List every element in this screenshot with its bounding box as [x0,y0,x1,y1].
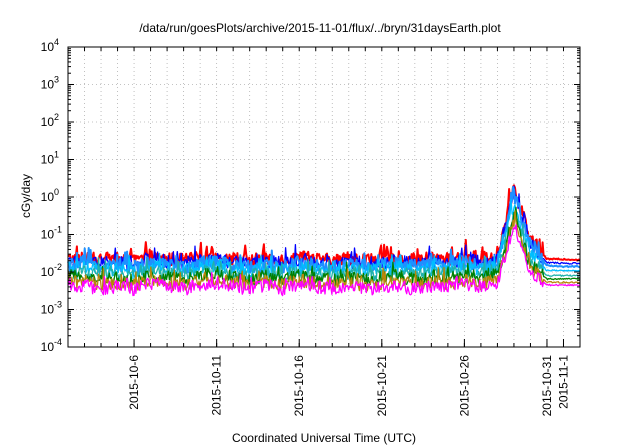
y-tick-exponent: 3 [54,75,59,85]
x-tick-label: 2015-10-21 [375,355,389,417]
y-tick-exponent: 1 [54,150,59,160]
x-axis-label: Coordinated Universal Time (UTC) [231,431,417,445]
x-tick-label: 2015-10-31 [540,355,554,417]
y-tick-exponent: -4 [54,337,62,347]
y-tick-exponent: -2 [54,262,62,272]
x-axis: 2015-10-6 2015-10-11 2015-10-16 2015-10-21 2… [84,47,570,417]
y-tick-label: 10 [41,265,55,279]
x-tick-label: 2015-10-16 [292,355,306,417]
y-tick-label: 10 [41,228,55,242]
y-tick-exponent: 4 [54,37,59,47]
chart-title: /data/run/goesPlots/archive/2015-11-01/f… [139,21,501,35]
y-tick-exponent: -1 [54,225,62,235]
x-tick-label: 2015-10-26 [457,355,471,417]
y-tick-label: 10 [41,40,55,54]
y-tick-label: 10 [41,115,55,129]
series-line [67,224,581,297]
y-tick-label: 10 [41,303,55,317]
y-tick-label: 10 [41,78,55,92]
y-tick-label: 10 [41,190,55,204]
y-tick-exponent: -3 [54,300,62,310]
y-tick-label: 10 [41,153,55,167]
x-tick-label: 2015-10-11 [210,355,224,416]
y-tick-label: 10 [41,340,55,354]
series-line [67,210,581,292]
x-tick-label: 2015-10-6 [127,355,141,410]
y-tick-exponent: 0 [54,187,59,197]
grid-lines [68,47,580,347]
x-tick-label: 2015-11-1 [556,355,570,409]
series-line [67,206,581,288]
y-tick-exponent: 2 [54,112,59,122]
data-series [67,184,581,297]
